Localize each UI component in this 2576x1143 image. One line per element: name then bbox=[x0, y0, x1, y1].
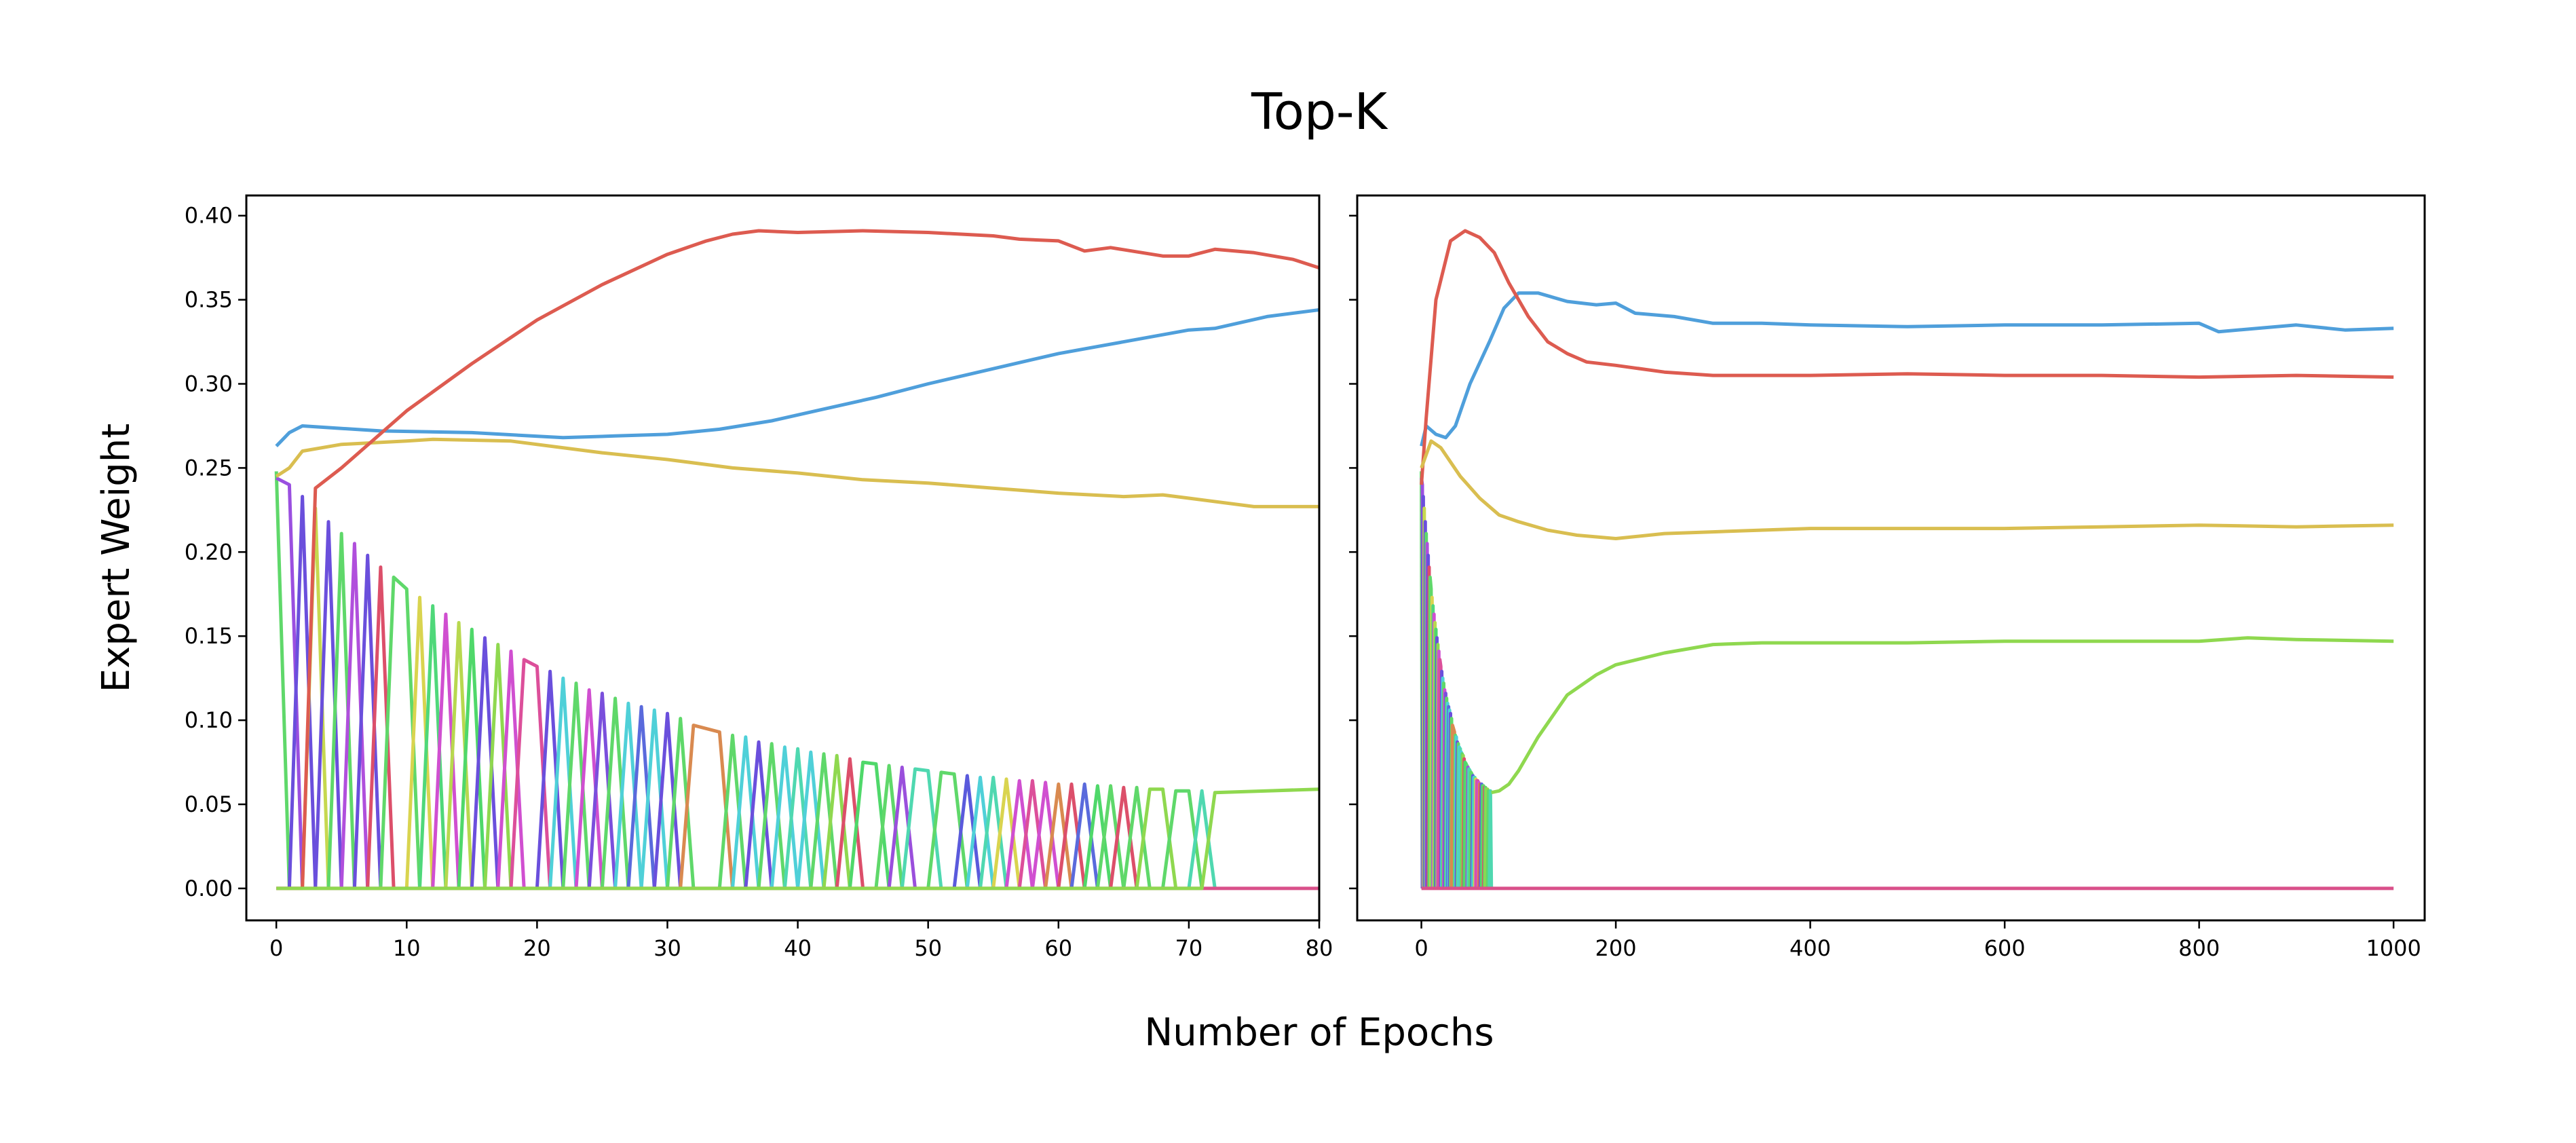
transient-expert-line-30 bbox=[679, 724, 734, 889]
series-line-1 bbox=[275, 437, 1319, 508]
transient-expert-line-19 bbox=[535, 669, 565, 889]
right-panel: 0 200 400 600 800 1000 bbox=[1349, 194, 2426, 961]
x-tick-label: 80 bbox=[1306, 935, 1333, 961]
transient-expert-line-1 bbox=[276, 476, 305, 888]
x-tick-label: 600 bbox=[1984, 935, 2026, 961]
x-tick-label: 1000 bbox=[2366, 935, 2421, 961]
x-tick-label: 200 bbox=[1595, 935, 1637, 961]
y-tick-label: 0.35 bbox=[185, 287, 233, 313]
transient-expert-line-53 bbox=[1044, 782, 1074, 889]
x-tick-label: 0 bbox=[269, 935, 283, 961]
transient-expert-line-6 bbox=[339, 542, 370, 888]
transient-expert-line-36 bbox=[782, 747, 813, 889]
y-axis-label: Expert Weight bbox=[94, 424, 138, 692]
x-tick-label: 0 bbox=[1414, 935, 1428, 961]
series-line-2 bbox=[1420, 439, 2394, 540]
left-panel: 0 10 20 30 40 50 60 70 80 0.00 0.05 0.10 0.15 0.20 0.2… bbox=[185, 194, 1333, 961]
transient-expert-line-17 bbox=[496, 650, 526, 889]
transient-expert-line-43 bbox=[887, 766, 917, 889]
transient-expert-line-51 bbox=[1017, 779, 1048, 889]
x-tick-label: 20 bbox=[523, 935, 551, 961]
transient-expert-line-31 bbox=[717, 733, 748, 889]
transient-expert-line-11 bbox=[418, 604, 448, 889]
transient-expert-line-52 bbox=[1030, 781, 1061, 889]
transient-expert-line-37 bbox=[796, 750, 826, 889]
y-tick-label: 0.20 bbox=[185, 539, 233, 565]
x-tick-label: 10 bbox=[393, 935, 421, 961]
x-tick-label: 30 bbox=[654, 935, 681, 961]
x-tick-label: 50 bbox=[914, 935, 942, 961]
transient-expert-line-2 bbox=[287, 495, 318, 888]
transient-expert-line-35 bbox=[770, 745, 800, 889]
chart-title: Top-K bbox=[1251, 83, 1389, 141]
x-tick-label: 60 bbox=[1044, 935, 1072, 961]
transient-expert-line-47 bbox=[965, 775, 996, 889]
transient-expert-line-23 bbox=[587, 692, 618, 889]
transient-expert-line-22 bbox=[574, 688, 604, 889]
x-tick-label: 40 bbox=[784, 935, 812, 961]
series-line-3 bbox=[276, 787, 1319, 891]
plot-area bbox=[274, 229, 1319, 891]
transient-expert-line-5 bbox=[326, 531, 356, 888]
transient-expert-line-56 bbox=[1082, 784, 1113, 889]
series-line-2 bbox=[276, 229, 1319, 891]
transient-expert-line-55 bbox=[1069, 782, 1099, 889]
transient-expert-line-4 bbox=[314, 520, 343, 888]
y-tick-label: 0.00 bbox=[185, 876, 233, 901]
y-tick-label: 0.05 bbox=[185, 791, 233, 817]
y-tick-label: 0.15 bbox=[185, 623, 233, 649]
transient-expert-line-42 bbox=[874, 764, 904, 889]
transient-expert-line-15 bbox=[470, 636, 500, 889]
transient-expert-line-20 bbox=[548, 676, 578, 889]
transient-expert-line-39 bbox=[822, 753, 852, 889]
series-line-0 bbox=[275, 308, 1319, 447]
y-tick-label: 0.40 bbox=[185, 203, 233, 229]
transient-expert-line-8 bbox=[366, 565, 396, 889]
transient-expert-line-16 bbox=[483, 643, 513, 889]
transient-expert-line-40 bbox=[835, 757, 865, 889]
transient-expert-line-33 bbox=[744, 740, 774, 889]
transient-expert-line-32 bbox=[731, 735, 761, 889]
transient-expert-line-29 bbox=[666, 717, 696, 889]
transient-expert-line-57 bbox=[1095, 784, 1126, 889]
series-line-0 bbox=[1420, 291, 2394, 447]
x-tick-label: 70 bbox=[1175, 935, 1203, 961]
series-line-1 bbox=[1420, 229, 2394, 485]
y-tick-label: 0.30 bbox=[185, 371, 233, 397]
transient-expert-line-38 bbox=[809, 752, 839, 889]
transient-expert-line-54 bbox=[1057, 782, 1086, 889]
transient-expert-line-10 bbox=[404, 595, 435, 889]
transient-expert-line-25 bbox=[613, 701, 643, 889]
transient-expert-line-14 bbox=[457, 627, 487, 889]
transient-expert-line-13 bbox=[444, 620, 474, 889]
x-axis-label: Number of Epochs bbox=[1144, 1011, 1494, 1055]
transient-expert-line-34 bbox=[757, 742, 787, 889]
plot-area bbox=[1420, 229, 2394, 891]
transient-expert-line-48 bbox=[979, 775, 1008, 889]
transient-expert-line-62 bbox=[1187, 789, 1217, 889]
transient-expert-line-0 bbox=[274, 471, 291, 888]
transient-expert-line-46 bbox=[952, 774, 982, 889]
transient-expert-line-49 bbox=[991, 777, 1021, 889]
transient-expert-line-27 bbox=[639, 708, 669, 889]
transient-expert-line-59 bbox=[1122, 785, 1152, 889]
x-tick-label: 800 bbox=[2178, 935, 2220, 961]
transient-expert-line-26 bbox=[626, 705, 656, 889]
transient-expert-line-28 bbox=[652, 711, 683, 889]
transient-expert-line-24 bbox=[600, 696, 630, 889]
transient-expert-line-7 bbox=[352, 553, 383, 888]
transient-expert-line-62 bbox=[1488, 789, 1494, 888]
series-line-3 bbox=[1491, 636, 2394, 795]
axes-frame bbox=[245, 194, 1321, 922]
transient-expert-line-21 bbox=[561, 681, 591, 889]
axes-frame bbox=[1356, 194, 2426, 922]
transient-expert-line-58 bbox=[1109, 785, 1139, 889]
x-tick-label: 400 bbox=[1789, 935, 1831, 961]
y-tick-label: 0.25 bbox=[185, 455, 233, 481]
transient-expert-line-12 bbox=[431, 612, 461, 889]
transient-expert-line-50 bbox=[1004, 779, 1034, 889]
y-tick-label: 0.10 bbox=[185, 707, 233, 733]
